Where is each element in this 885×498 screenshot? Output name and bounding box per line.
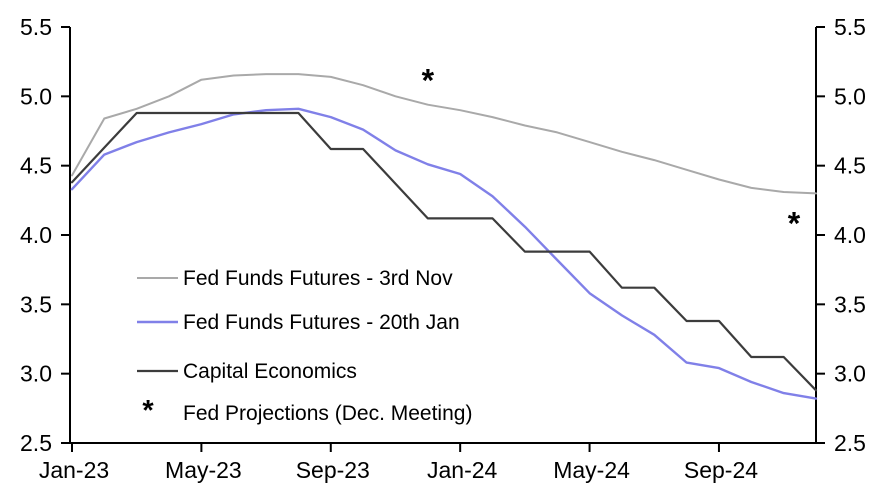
fed-projection-marker: * bbox=[788, 205, 801, 241]
x-tick-label: Jan-23 bbox=[39, 457, 109, 483]
x-tick-label: Sep-23 bbox=[296, 457, 370, 483]
axes: 5.5 5.5 5.0 5.0 4.5 4.5 4.0 4.0 3.5 3.5 3.0 3.0 2.5 2… bbox=[20, 14, 866, 483]
y-tick-label-left: 4.0 bbox=[20, 222, 52, 248]
legend-label-fed-funds-futures-3rd-nov: Fed Funds Futures - 3rd Nov bbox=[183, 267, 453, 290]
y-tick-label-right: 5.5 bbox=[834, 14, 866, 40]
y-tick-label-right: 3.5 bbox=[834, 291, 866, 317]
y-tick-label-right: 3.0 bbox=[834, 361, 866, 387]
legend-label-fed-funds-futures-20th-jan: Fed Funds Futures - 20th Jan bbox=[183, 311, 460, 334]
x-tick-label: Jan-24 bbox=[427, 457, 498, 483]
legend-label-fed-projections-dec-meeting: Fed Projections (Dec. Meeting) bbox=[183, 402, 472, 425]
y-tick-label-left: 4.5 bbox=[20, 153, 52, 179]
projection-markers: ** bbox=[422, 63, 801, 242]
legend-label-capital-economics: Capital Economics bbox=[183, 360, 357, 383]
legend-swatch-fed-projections-dec-meeting: * bbox=[142, 395, 154, 427]
legend: Fed Funds Futures - 3rd Nov Fed Funds Fut… bbox=[137, 267, 472, 427]
y-tick-label-left: 5.0 bbox=[20, 83, 52, 109]
y-tick-label-right: 4.0 bbox=[834, 222, 866, 248]
series-lines bbox=[70, 73, 818, 400]
series-line-capital-economics bbox=[70, 111, 818, 392]
y-tick-label-right: 4.5 bbox=[834, 153, 866, 179]
x-tick-label: May-24 bbox=[553, 457, 630, 483]
series-line-fed-funds-futures-3rd-nov bbox=[71, 73, 817, 195]
x-tick-label: May-23 bbox=[165, 457, 242, 483]
y-tick-label-left: 3.0 bbox=[20, 361, 52, 387]
fed-projection-marker: * bbox=[422, 63, 435, 99]
y-tick-label-left: 2.5 bbox=[20, 430, 52, 456]
y-tick-label-right: 5.0 bbox=[834, 83, 866, 109]
y-tick-label-left: 5.5 bbox=[20, 14, 52, 40]
series-line-fed-funds-futures-20th-jan bbox=[70, 107, 818, 400]
y-tick-label-right: 2.5 bbox=[834, 430, 866, 456]
y-tick-label-left: 3.5 bbox=[20, 291, 52, 317]
x-tick-label: Sep-24 bbox=[684, 457, 758, 483]
